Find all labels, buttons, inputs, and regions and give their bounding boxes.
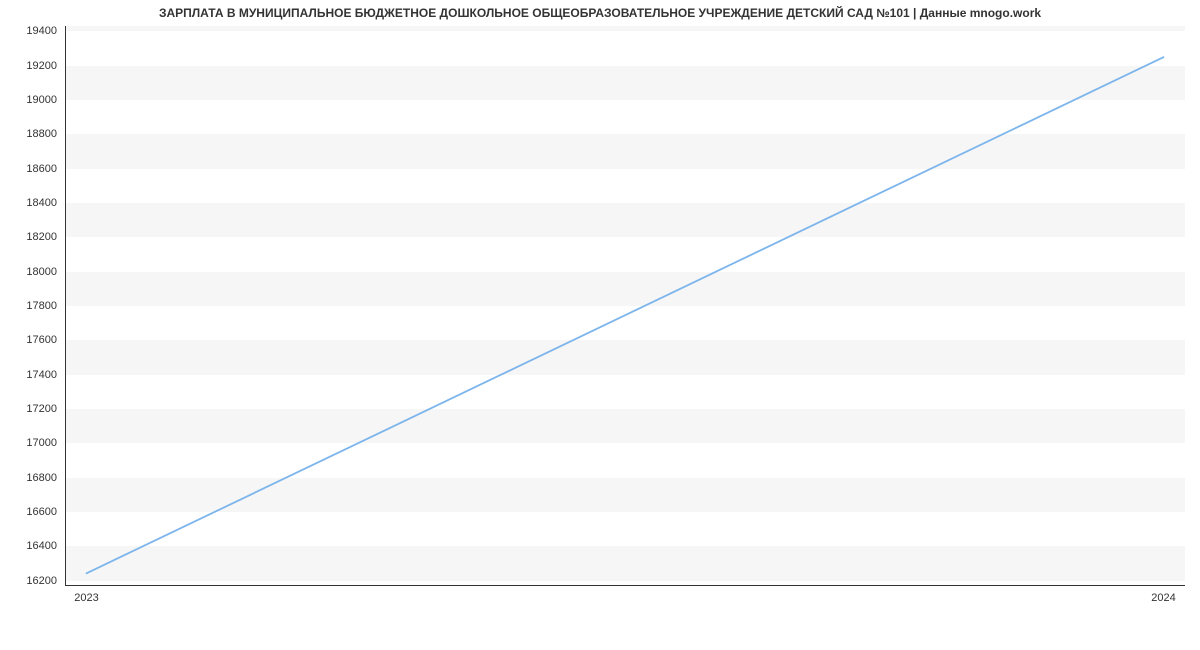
y-tick-label: 16600: [26, 506, 65, 518]
y-tick-label: 18000: [26, 266, 65, 278]
x-tick-label: 2023: [74, 586, 98, 604]
y-tick-label: 19200: [26, 60, 65, 72]
x-axis-line: [65, 585, 1185, 586]
line-series: [65, 26, 1185, 586]
y-tick-label: 19000: [26, 94, 65, 106]
y-tick-label: 16400: [26, 540, 65, 552]
y-tick-label: 18400: [26, 197, 65, 209]
chart-title: ЗАРПЛАТА В МУНИЦИПАЛЬНОЕ БЮДЖЕТНОЕ ДОШКО…: [0, 6, 1200, 20]
y-tick-label: 18800: [26, 128, 65, 140]
y-tick-label: 18600: [26, 163, 65, 175]
y-tick-label: 16800: [26, 472, 65, 484]
x-tick-label: 2024: [1151, 586, 1175, 604]
y-tick-label: 17400: [26, 369, 65, 381]
y-tick-label: 17000: [26, 437, 65, 449]
chart-container: ЗАРПЛАТА В МУНИЦИПАЛЬНОЕ БЮДЖЕТНОЕ ДОШКО…: [0, 0, 1200, 650]
y-tick-label: 19400: [26, 25, 65, 37]
plot-area: 1620016400166001680017000172001740017600…: [65, 26, 1185, 586]
y-tick-label: 18200: [26, 231, 65, 243]
y-tick-label: 17800: [26, 300, 65, 312]
series-line: [87, 57, 1164, 573]
y-tick-label: 17200: [26, 403, 65, 415]
y-tick-label: 16200: [26, 575, 65, 587]
y-tick-label: 17600: [26, 334, 65, 346]
y-axis-line: [65, 26, 66, 586]
